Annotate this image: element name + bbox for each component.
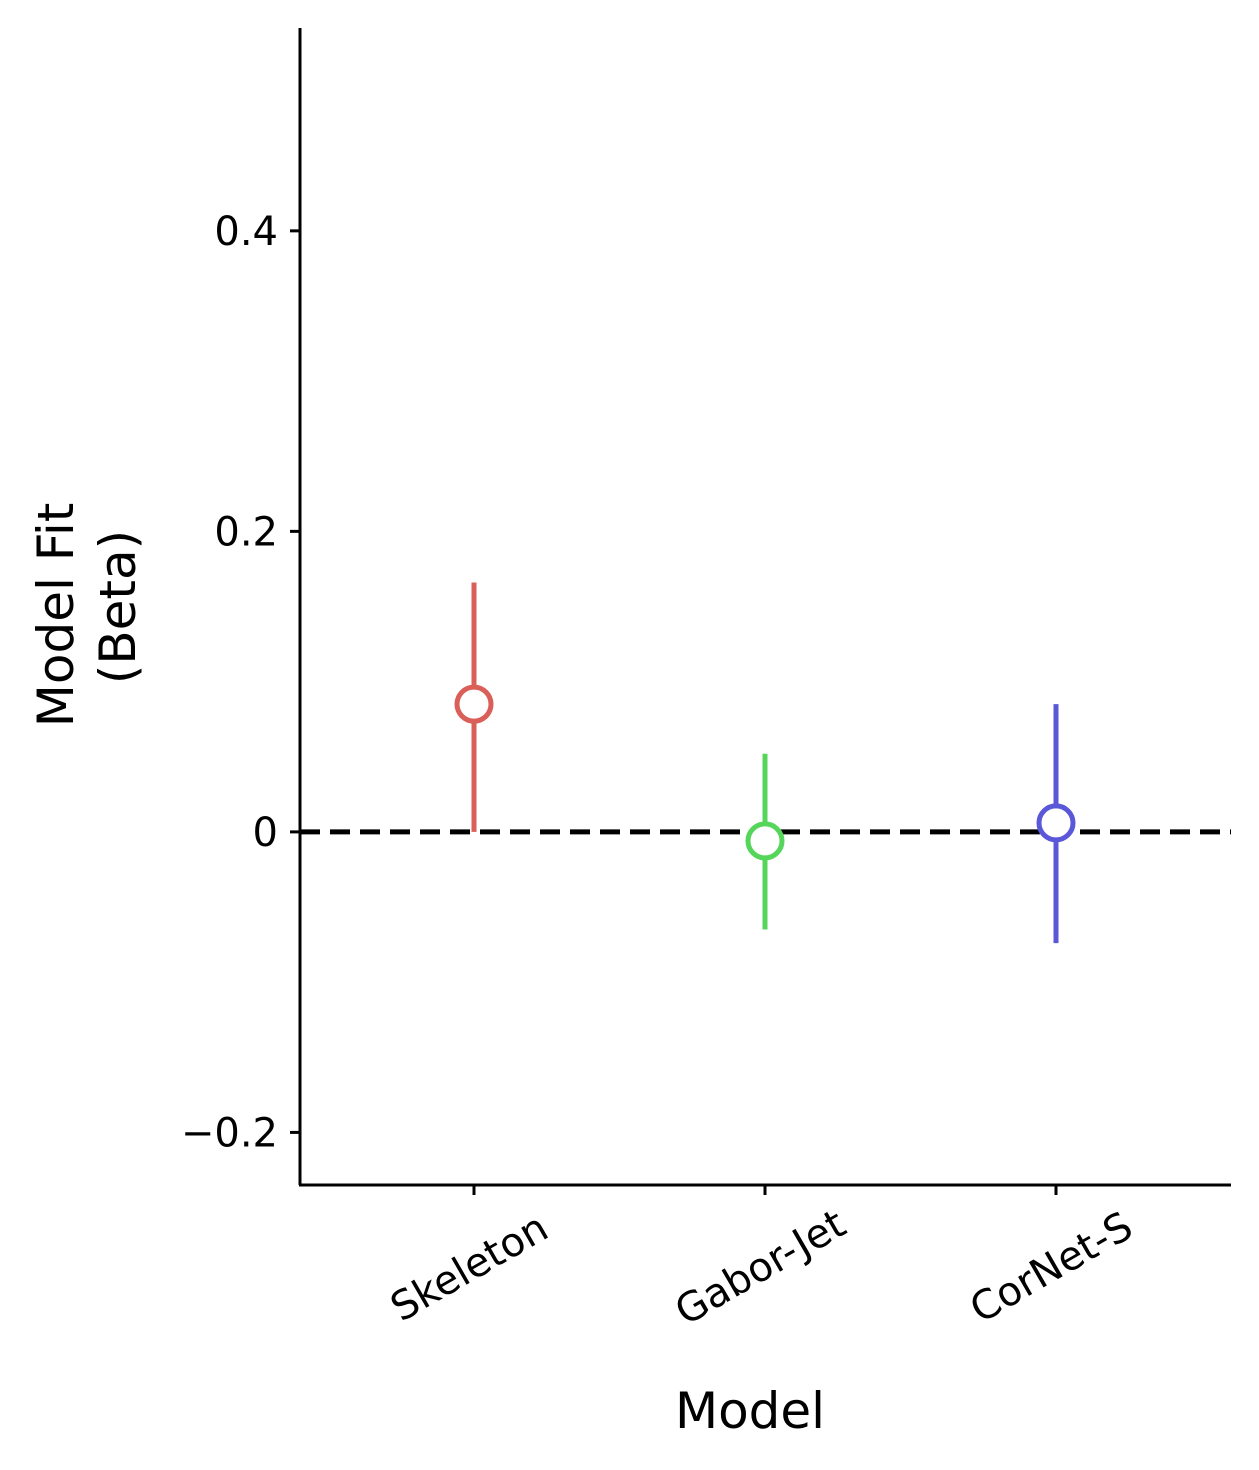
y-tick-label: 0.4 <box>214 209 278 255</box>
y-tick-label: 0 <box>253 810 278 856</box>
y-tick-label: −0.2 <box>181 1110 278 1156</box>
x-tick-label: CorNet-S <box>963 1203 1141 1332</box>
y-axis-title-line-2: (Beta) <box>89 530 147 684</box>
x-axis-title: Model <box>675 1382 825 1440</box>
plot-area <box>300 582 1231 944</box>
x-ticks: Skeleton Gabor-Jet CorNet-S <box>383 1185 1140 1335</box>
x-tick-label: Skeleton <box>383 1205 556 1331</box>
y-ticks: −0.2 0 0.2 0.4 <box>181 209 300 1156</box>
y-axis-title-line-1: Model Fit <box>27 503 85 728</box>
data-point <box>454 684 494 724</box>
data-point <box>745 821 785 861</box>
data-point <box>1036 803 1076 843</box>
x-tick-label: Gabor-Jet <box>668 1201 854 1335</box>
y-tick-label: 0.2 <box>214 509 278 555</box>
y-axis-title: Model Fit (Beta) <box>27 487 147 728</box>
